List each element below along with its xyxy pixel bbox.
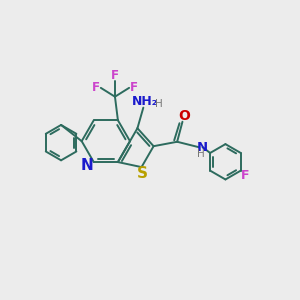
Text: F: F [111,69,119,82]
Text: F: F [130,81,138,94]
Text: N: N [197,141,208,154]
Text: H: H [155,99,163,109]
Text: S: S [136,166,148,181]
Text: F: F [92,81,100,94]
Text: NH₂: NH₂ [132,95,158,108]
Text: N: N [81,158,94,172]
Text: H: H [197,149,205,159]
Text: F: F [241,169,250,182]
Text: O: O [178,109,190,123]
